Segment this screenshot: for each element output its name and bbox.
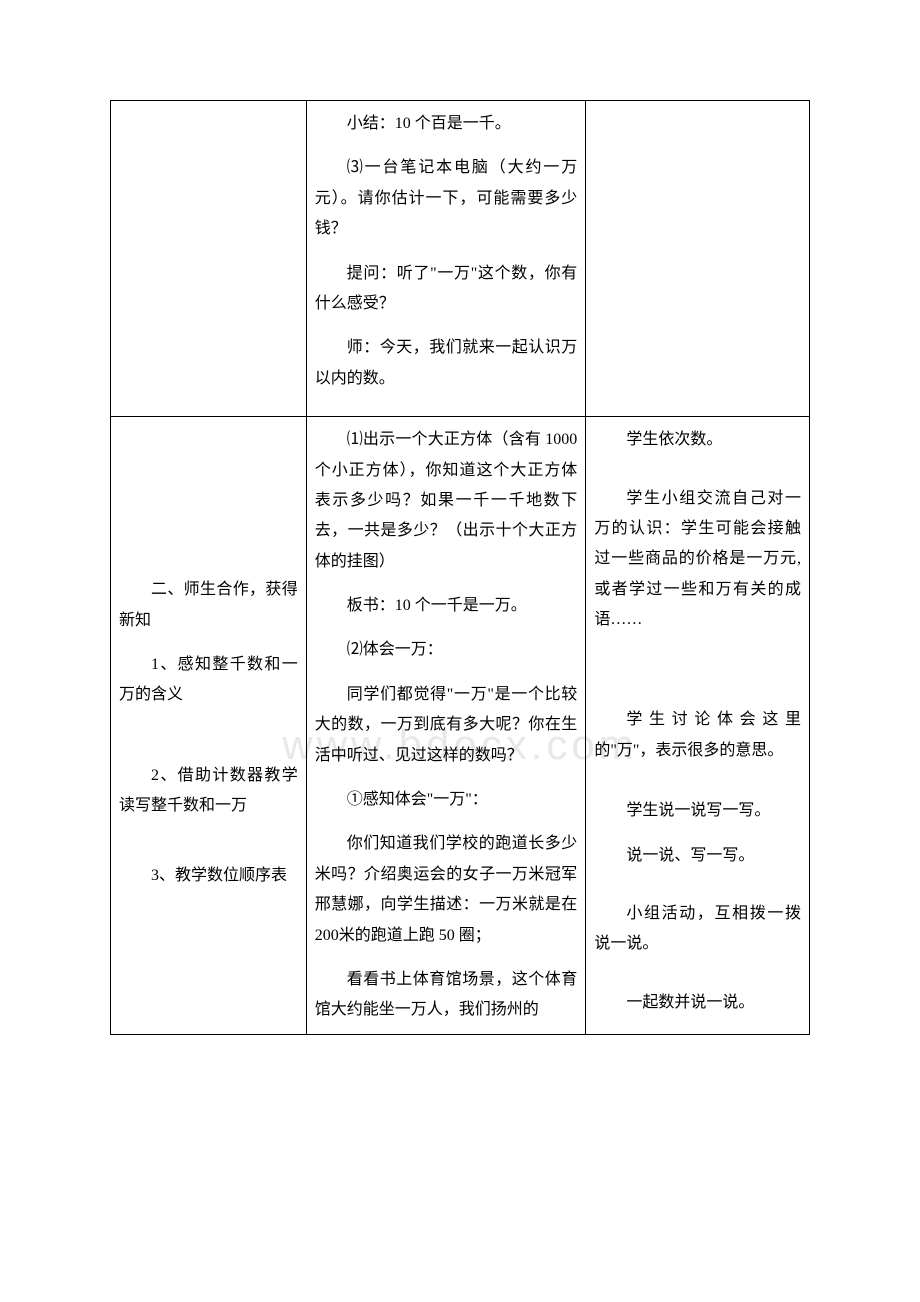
table-row: 小结：10 个百是一千。 ⑶一台笔记本电脑（大约一万元）。请你估计一下，可能需要…: [111, 101, 810, 417]
paragraph: 看看书上体育馆场景，这个体育馆大约能坐一万人，我们扬州的: [315, 965, 578, 1026]
cell-r1c2: 小结：10 个百是一千。 ⑶一台笔记本电脑（大约一万元）。请你估计一下，可能需要…: [306, 101, 586, 417]
paragraph: ⑵体会一万：: [315, 635, 578, 665]
paragraph: 提问：听了"一万"这个数，你有什么感受？: [315, 259, 578, 320]
paragraph: 学生依次数。: [594, 425, 801, 455]
paragraph: ⑴出示一个大正方体（含有 1000 个小正方体），你知道这个大正方体表示多少吗？…: [315, 425, 578, 577]
paragraph: 板书：10 个一千是一万。: [315, 591, 578, 621]
paragraph: 1、感知整千数和一万的含义: [119, 650, 298, 711]
document-page: www.bdocx.com 小结：10 个百是一千。 ⑶一台笔记本电脑（大约一万…: [0, 0, 920, 1302]
lesson-plan-table: 小结：10 个百是一千。 ⑶一台笔记本电脑（大约一万元）。请你估计一下，可能需要…: [110, 100, 810, 1035]
paragraph: 学生说一说写一写。: [594, 796, 801, 826]
paragraph: 学生讨论体会这里的"万"，表示很多的意思。: [594, 705, 801, 766]
paragraph: 3、教学数位顺序表: [119, 861, 298, 891]
paragraph: 学生小组交流自己对一万的认识：学生可能会接触过一些商品的价格是一万元,或者学过一…: [594, 484, 801, 636]
paragraph: ⑶一台笔记本电脑（大约一万元）。请你估计一下，可能需要多少钱？: [315, 153, 578, 244]
paragraph: 说一说、写一写。: [594, 841, 801, 871]
paragraph: 同学们都觉得"一万"是一个比较大的数，一万到底有多大呢？你在生活中听过、见过这样…: [315, 680, 578, 771]
paragraph: ①感知体会"一万"：: [315, 785, 578, 815]
paragraph: 你们知道我们学校的跑道长多少米吗？介绍奥运会的女子一万米冠军邢慧娜，向学生描述：…: [315, 829, 578, 951]
paragraph: 小组活动，互相拨一拨说一说。: [594, 899, 801, 960]
cell-r2c1: 二、师生合作，获得新知 1、感知整千数和一万的含义 2、借助计数器教学读写整千数…: [111, 417, 307, 1035]
paragraph: 小结：10 个百是一千。: [315, 109, 578, 139]
paragraph: 一起数并说一说。: [594, 988, 801, 1018]
cell-r2c2: ⑴出示一个大正方体（含有 1000 个小正方体），你知道这个大正方体表示多少吗？…: [306, 417, 586, 1035]
paragraph: 2、借助计数器教学读写整千数和一万: [119, 761, 298, 822]
paragraph: 二、师生合作，获得新知: [119, 575, 298, 636]
table-row: 二、师生合作，获得新知 1、感知整千数和一万的含义 2、借助计数器教学读写整千数…: [111, 417, 810, 1035]
cell-r2c3: 学生依次数。 学生小组交流自己对一万的认识：学生可能会接触过一些商品的价格是一万…: [586, 417, 810, 1035]
cell-r1c3: [586, 101, 810, 417]
cell-r1c1: [111, 101, 307, 417]
paragraph: 师：今天，我们就来一起认识万以内的数。: [315, 333, 578, 394]
